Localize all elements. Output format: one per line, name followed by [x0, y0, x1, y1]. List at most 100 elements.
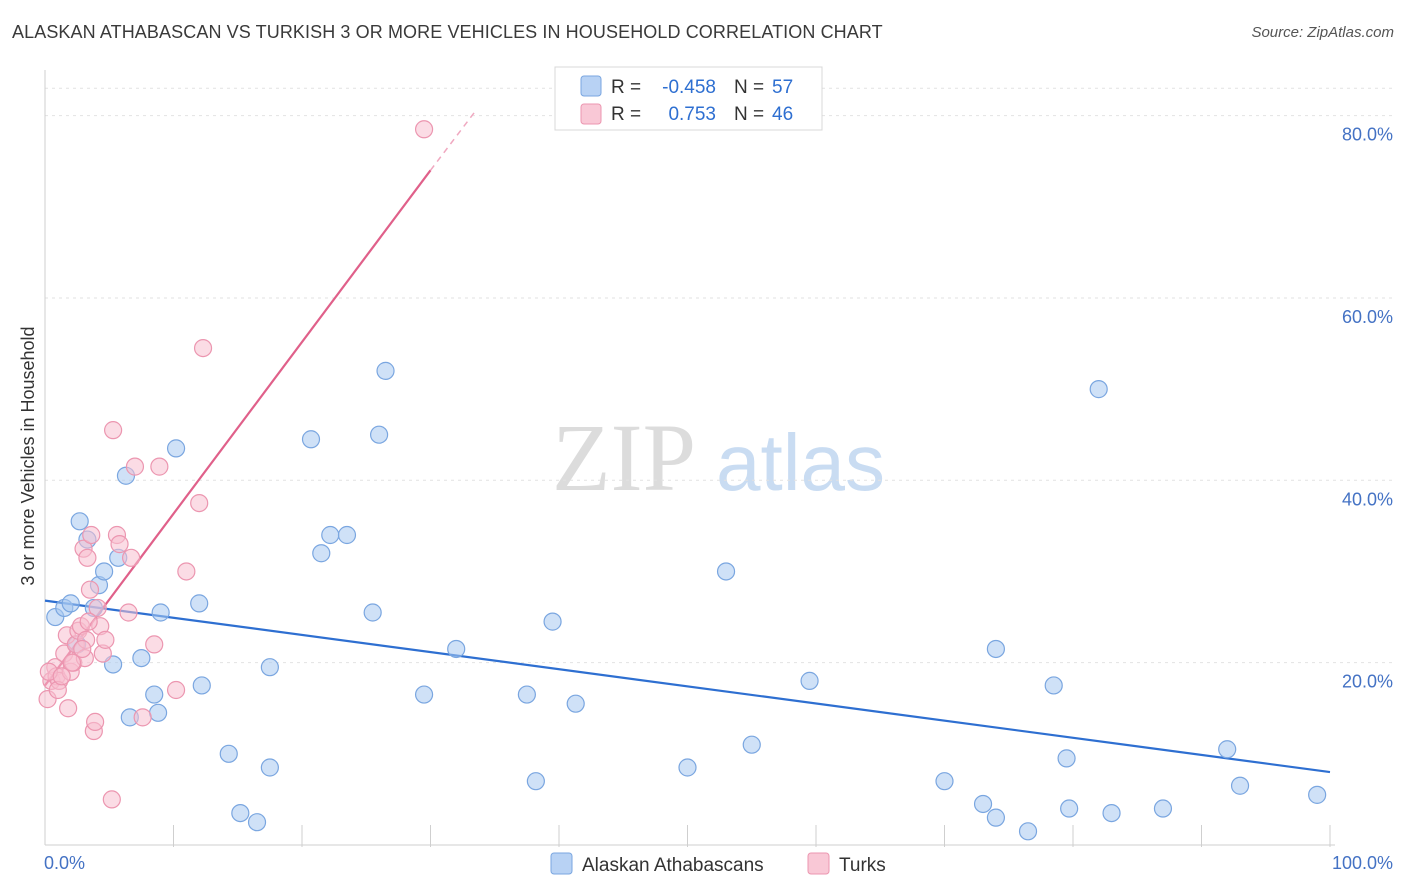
data-points — [38, 120, 1327, 841]
axes — [44, 70, 1335, 847]
point-turks — [62, 653, 82, 672]
legend-swatch-turks — [580, 103, 602, 125]
point-athabascan — [192, 676, 211, 695]
chart-title: ALASKAN ATHABASCAN VS TURKISH 3 OR MORE … — [12, 22, 883, 42]
point-turks — [86, 712, 105, 732]
point-athabascan — [935, 772, 954, 791]
point-athabascan — [312, 544, 331, 563]
point-athabascan — [363, 603, 382, 622]
legend-n-value-1: 57 — [772, 77, 793, 98]
point-turks — [88, 598, 107, 618]
point-athabascan — [337, 525, 357, 545]
point-turks — [80, 580, 100, 599]
tick-labels: 20.0% 40.0% 60.0% 80.0% 0.0% 100.0% — [44, 125, 1393, 873]
y-tick-label: 40.0% — [1342, 489, 1393, 509]
legend-n-value-2: 46 — [772, 104, 793, 125]
point-athabascan — [370, 425, 389, 444]
point-turks — [121, 548, 141, 567]
point-athabascan — [526, 772, 545, 791]
point-turks — [104, 421, 123, 440]
point-athabascan — [219, 744, 238, 763]
point-athabascan — [70, 512, 89, 531]
legend-n-label-2: N = — [734, 104, 764, 125]
y-axis-label: 3 or more Vehicles in Household — [18, 326, 38, 585]
point-athabascan — [190, 594, 209, 613]
legend-r-value-2: 0.753 — [668, 104, 716, 125]
point-athabascan — [260, 758, 279, 777]
point-athabascan — [231, 803, 250, 823]
bottom-legend: Alaskan Athabascans Turks — [550, 852, 886, 876]
point-athabascan — [742, 735, 761, 754]
point-athabascan — [95, 562, 114, 581]
point-athabascan — [986, 808, 1006, 827]
x-tick-label-min: 0.0% — [44, 853, 85, 873]
point-athabascan — [151, 603, 170, 622]
point-athabascan — [145, 685, 164, 704]
point-athabascan — [166, 439, 186, 458]
bottom-legend-swatch-athabascan[interactable] — [550, 852, 573, 875]
y-tick-label: 20.0% — [1342, 672, 1393, 692]
point-turks — [133, 708, 152, 727]
point-turks — [119, 603, 138, 622]
trend-lines — [44, 110, 1331, 774]
watermark: ZIP atlas — [552, 404, 885, 511]
bottom-legend-swatch-turks[interactable] — [807, 852, 830, 875]
point-athabascan — [1102, 803, 1121, 823]
point-athabascan — [148, 703, 168, 722]
point-turks — [177, 562, 196, 581]
point-athabascan — [1153, 799, 1173, 818]
point-athabascan — [716, 562, 736, 581]
point-turks — [102, 790, 121, 809]
point-athabascan — [1018, 822, 1038, 841]
point-turks — [150, 457, 169, 476]
point-turks — [82, 525, 101, 545]
bottom-legend-label-athabascan[interactable]: Alaskan Athabascans — [582, 855, 764, 876]
legend-r-value-1: -0.458 — [662, 77, 716, 98]
point-athabascan — [376, 361, 395, 380]
point-turks — [79, 612, 98, 631]
watermark-zip: ZIP — [552, 404, 696, 511]
point-athabascan — [517, 685, 536, 704]
point-athabascan — [447, 639, 466, 659]
point-turks — [78, 548, 97, 567]
point-turks — [52, 667, 71, 686]
x-tick-label-max: 100.0% — [1332, 853, 1393, 873]
y-tick-label: 60.0% — [1342, 307, 1393, 327]
point-turks — [166, 680, 186, 700]
trend-line-turks-extension — [429, 110, 477, 171]
point-athabascan — [566, 694, 585, 713]
point-athabascan — [1044, 676, 1063, 695]
bottom-legend-label-turks[interactable]: Turks — [839, 855, 886, 876]
point-athabascan — [301, 430, 321, 449]
legend-n-label-1: N = — [734, 77, 764, 98]
top-legend: R = -0.458 N = 57 R = 0.753 N = 46 — [554, 66, 823, 131]
point-turks — [73, 639, 92, 659]
legend-r-label-1: R = — [611, 77, 641, 98]
legend-r-label-2: R = — [611, 104, 641, 125]
point-turks — [125, 457, 145, 476]
point-athabascan — [1060, 799, 1079, 818]
point-athabascan — [1308, 785, 1327, 804]
point-athabascan — [1057, 749, 1076, 768]
point-athabascan — [247, 813, 267, 832]
watermark-atlas: atlas — [716, 418, 885, 507]
point-athabascan — [1230, 776, 1250, 795]
trend-line-turks — [44, 169, 432, 687]
point-athabascan — [800, 671, 819, 690]
point-turks — [145, 635, 164, 654]
point-athabascan — [1089, 380, 1108, 399]
point-athabascan — [132, 648, 151, 668]
point-athabascan — [986, 639, 1006, 659]
point-athabascan — [1218, 740, 1237, 759]
point-athabascan — [61, 594, 80, 613]
trend-line-athabascan — [44, 599, 1331, 774]
point-athabascan — [973, 794, 993, 814]
point-turks — [193, 338, 213, 358]
chart-source: Source: ZipAtlas.com — [1251, 24, 1394, 41]
point-athabascan — [321, 525, 340, 545]
point-turks — [96, 630, 115, 649]
point-turks — [110, 535, 129, 554]
point-turks — [59, 699, 78, 718]
y-tick-label: 80.0% — [1342, 125, 1393, 145]
